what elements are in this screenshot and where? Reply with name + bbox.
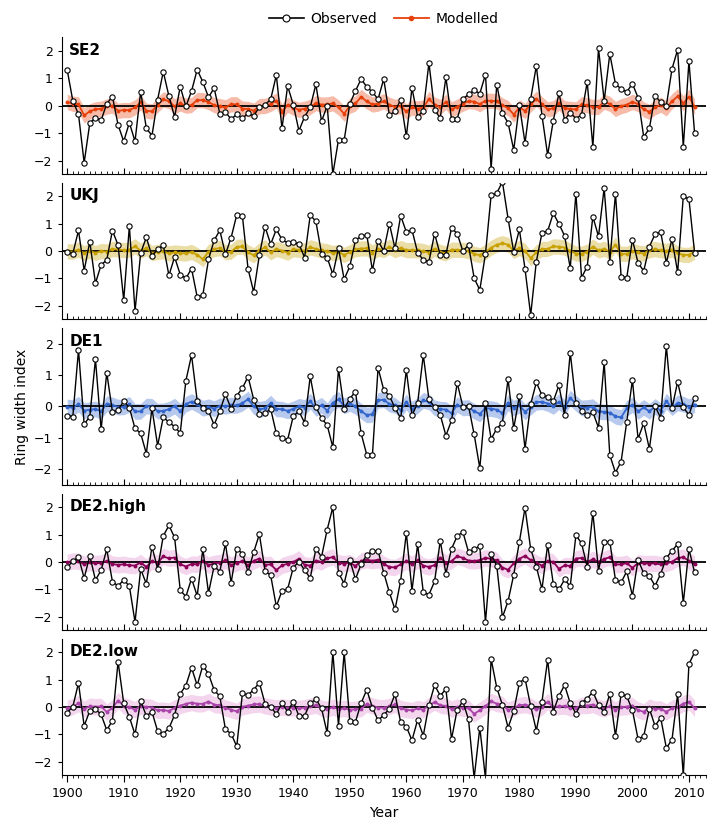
Text: SE2: SE2 [70,43,101,58]
X-axis label: Year: Year [369,805,398,820]
Y-axis label: Ring width index: Ring width index [14,349,28,464]
Text: DE1: DE1 [70,334,103,349]
Text: DE2.low: DE2.low [70,644,138,659]
Legend: Observed, Modelled: Observed, Modelled [264,6,504,32]
Text: UKJ: UKJ [70,188,99,203]
Text: DE2.high: DE2.high [70,499,146,514]
